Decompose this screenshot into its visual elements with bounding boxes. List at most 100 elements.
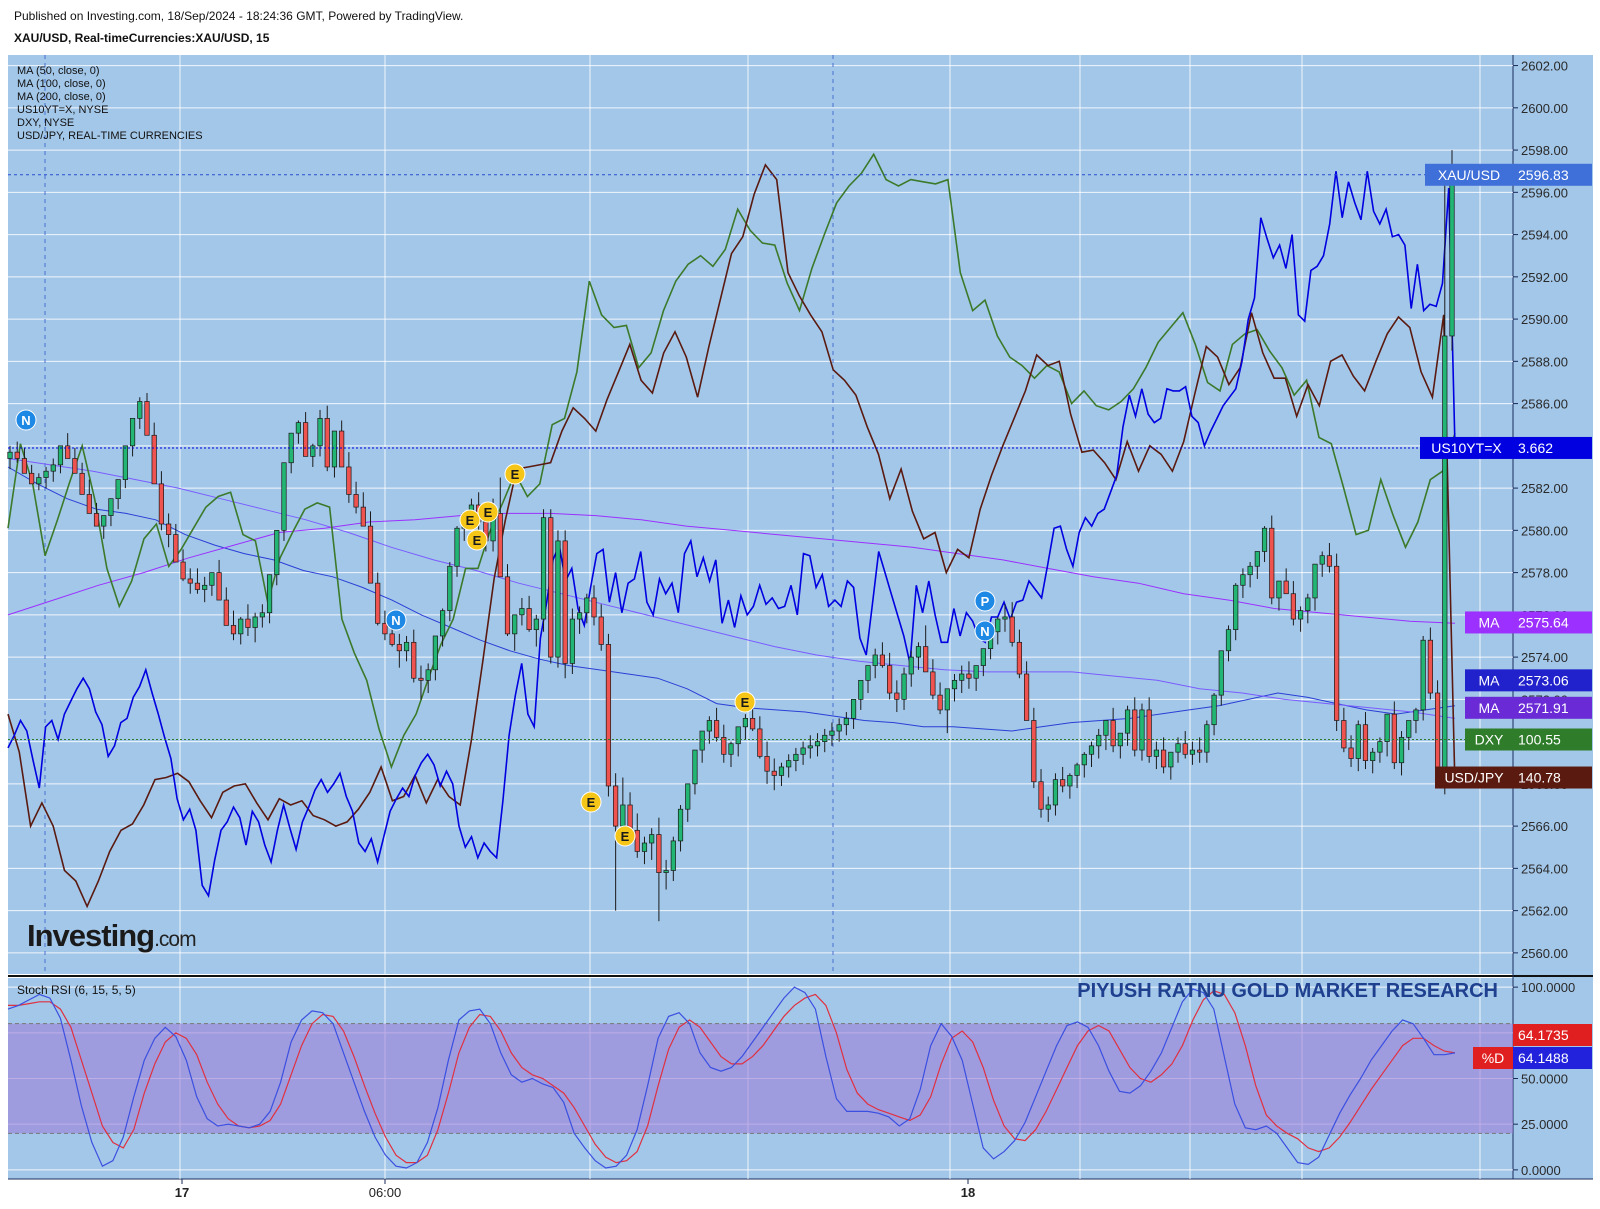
xauusd-tag-label-box xyxy=(1425,163,1513,186)
price-tag-label-box xyxy=(1465,611,1513,634)
x-tick-label: 06:00 xyxy=(369,1185,402,1200)
candle-up xyxy=(1384,713,1390,742)
price-tag-value: 100.55 xyxy=(1518,731,1561,747)
legend: MA (50, close, 0) MA (100, close, 0) MA … xyxy=(17,65,203,142)
candle-up xyxy=(915,646,922,658)
candle-down xyxy=(411,641,417,679)
candle-down xyxy=(771,770,777,776)
candle-up xyxy=(1355,724,1361,759)
price-tag-label: DXY xyxy=(1475,731,1504,747)
event-marker: N xyxy=(15,409,37,431)
candle-up xyxy=(317,418,323,447)
published-info: Published on Investing.com, 18/Sep/2024 … xyxy=(14,9,464,23)
candle-down xyxy=(303,422,309,457)
candle-down xyxy=(504,576,511,635)
candle-up xyxy=(310,445,316,457)
price-tag: US10YT=X 3.662 xyxy=(1420,436,1592,459)
candle-up xyxy=(858,679,864,700)
y-tick-label: 2564.00 xyxy=(1521,861,1568,876)
candle-up xyxy=(36,477,42,485)
candle-up xyxy=(800,747,806,755)
candle-up xyxy=(1124,709,1131,734)
candle-up xyxy=(735,726,741,745)
candle-up xyxy=(519,608,525,616)
legend-item: US10YT=X, NYSE xyxy=(17,104,108,116)
candle-down xyxy=(180,561,186,580)
candle-up xyxy=(620,804,626,827)
candle-up xyxy=(447,565,453,611)
event-marker: E xyxy=(734,691,756,713)
candle-up xyxy=(1103,720,1109,736)
legend-item: USD/JPY, REAL-TIME CURRENCIES xyxy=(17,130,203,142)
candle-up xyxy=(209,572,215,586)
candle-up xyxy=(1153,749,1159,757)
candle-down xyxy=(324,418,330,468)
candle-down xyxy=(1031,720,1037,783)
y-tick-label: 2592.00 xyxy=(1521,270,1568,285)
legend-item: MA (100, close, 0) xyxy=(17,78,106,90)
candle-down xyxy=(72,458,78,474)
y-tick-label: 50.0000 xyxy=(1521,1072,1568,1087)
candle-up xyxy=(432,635,438,671)
symbol-title: XAU/USD, Real-timeCurrencies:XAU/USD, 15 xyxy=(14,31,270,45)
xauusd-tag-label: XAU/USD xyxy=(1438,167,1500,183)
overbought-oversold-band xyxy=(8,1023,1513,1134)
candle-up xyxy=(850,699,857,719)
candle-up xyxy=(137,401,143,419)
candle-down xyxy=(526,608,532,630)
candle-down xyxy=(21,458,28,474)
y-tick-label: 2594.00 xyxy=(1521,228,1568,243)
y-tick-label: 25.0000 xyxy=(1521,1117,1568,1132)
candle-up xyxy=(122,445,128,480)
candle-down xyxy=(1038,781,1044,810)
candle-up xyxy=(440,610,446,637)
event-marker-label: E xyxy=(511,467,520,482)
price-tag-label-box xyxy=(1420,436,1513,459)
event-marker: E xyxy=(459,509,481,531)
candle-up xyxy=(1420,639,1426,711)
candle-down xyxy=(1269,527,1275,599)
candle-up xyxy=(1139,709,1145,751)
price-tag-value-box xyxy=(1513,766,1592,789)
price-tag-value: 3.662 xyxy=(1518,440,1553,456)
event-marker: E xyxy=(504,463,526,485)
main-pane-bg xyxy=(8,55,1513,974)
x-axis-ticks: 17 06:00 18 xyxy=(175,1179,975,1200)
candle-down xyxy=(930,671,936,696)
price-tag-label: USD/JPY xyxy=(1444,770,1504,786)
candle-down xyxy=(1060,779,1066,787)
candle-down xyxy=(389,633,395,645)
candle-up xyxy=(901,673,907,700)
watermark-suffix: .com xyxy=(154,928,196,951)
candle-down xyxy=(879,654,885,666)
event-marker-label: E xyxy=(473,533,482,548)
candle-up xyxy=(1406,720,1412,738)
candle-up xyxy=(699,730,705,751)
candle-up xyxy=(1233,584,1239,630)
candle-down xyxy=(1341,720,1347,749)
candle-up xyxy=(577,612,583,620)
price-tag-label: MA xyxy=(1479,700,1501,716)
candle-up xyxy=(908,656,914,675)
candle-up xyxy=(202,584,208,590)
candle-down xyxy=(1016,641,1022,675)
candle-down xyxy=(1009,616,1015,643)
candle-up xyxy=(829,730,835,736)
candle-up xyxy=(872,654,878,666)
stoch-k-line xyxy=(7,986,1456,1169)
candle-down xyxy=(1326,555,1333,567)
dxy-line xyxy=(7,152,1456,770)
candle-up xyxy=(728,743,734,755)
candle-down xyxy=(173,534,179,563)
candle-up xyxy=(1218,650,1224,696)
candle-down xyxy=(187,578,193,584)
candle-up xyxy=(663,870,669,873)
candle-up xyxy=(252,616,258,628)
candle-up xyxy=(1247,565,1253,576)
candle-down xyxy=(894,692,900,700)
candle-down xyxy=(396,644,402,652)
candle-up xyxy=(1377,741,1383,753)
candle-up xyxy=(692,749,698,785)
candle-up xyxy=(533,618,539,630)
